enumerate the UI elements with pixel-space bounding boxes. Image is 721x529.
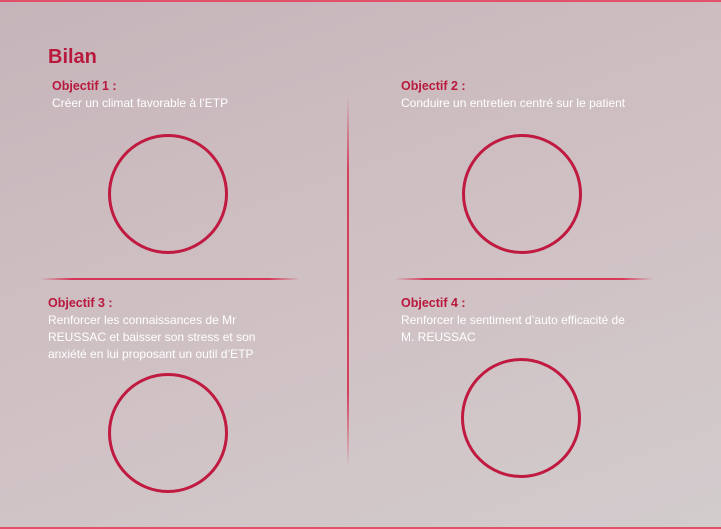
objective-4-heading: Objectif 4 :: [401, 296, 466, 310]
objective-1-text: Créer un climat favorable à l’ETP: [52, 96, 229, 110]
objective-4-text: Renforcer le sentiment d’auto efficacité…: [401, 313, 625, 344]
vertical-divider: [347, 97, 349, 467]
objective-4: Objectif 4 : Renforcer le sentiment d’au…: [401, 295, 641, 346]
horizontal-divider-left: [40, 278, 300, 280]
objective-1-circle: [108, 134, 228, 254]
objective-3-circle: [108, 373, 228, 493]
objective-2-circle: [462, 134, 582, 254]
horizontal-divider-right: [395, 278, 653, 280]
slide-title: Bilan: [48, 46, 97, 68]
objective-3: Objectif 3 : Renforcer les connaissances…: [48, 295, 293, 363]
objective-4-circle: [461, 358, 581, 478]
objective-2: Objectif 2 : Conduire un entretien centr…: [401, 78, 631, 112]
objective-1: Objectif 1 : Créer un climat favorable à…: [52, 78, 312, 112]
objective-1-heading: Objectif 1 :: [52, 79, 117, 93]
objective-3-text: Renforcer les connaissances de Mr REUSSA…: [48, 313, 256, 361]
objective-3-heading: Objectif 3 :: [48, 296, 113, 310]
objective-2-text: Conduire un entretien centré sur le pati…: [401, 96, 626, 110]
objective-2-heading: Objectif 2 :: [401, 79, 466, 93]
